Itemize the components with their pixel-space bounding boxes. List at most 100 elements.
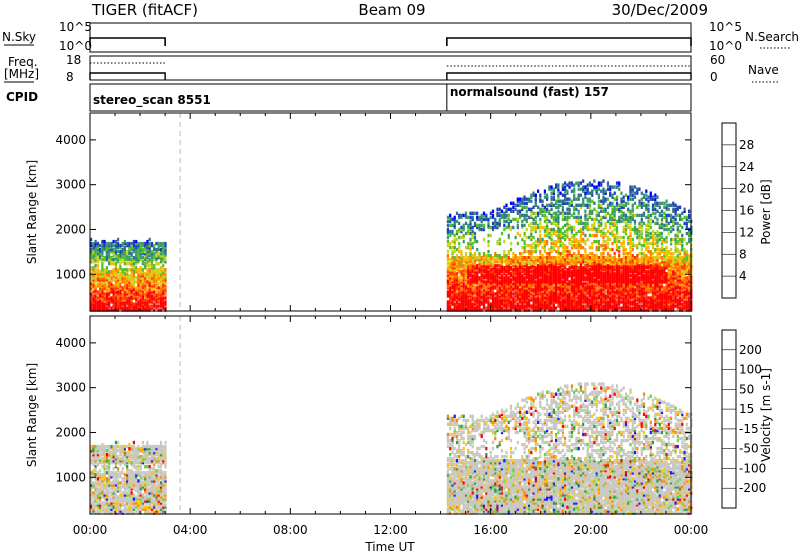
heatmap-cell: [92, 241, 95, 246]
heatmap-cell: [541, 296, 544, 300]
heatmap-cell: [519, 262, 522, 266]
heatmap-cell: [139, 254, 142, 258]
heatmap-cell: [453, 237, 456, 242]
heatmap-cell: [487, 308, 490, 312]
heatmap-cell: [651, 195, 655, 199]
heatmap-cell: [123, 280, 126, 284]
heatmap-cell: [471, 276, 474, 280]
heatmap-cell: [541, 245, 544, 250]
heatmap-cell: [654, 215, 657, 220]
heatmap-cell: [534, 280, 537, 284]
heatmap-cell: [500, 282, 504, 286]
heatmap-cell: [537, 205, 540, 209]
heatmap-cell: [532, 276, 535, 280]
heatmap-cell: [108, 294, 111, 298]
heatmap-cell: [647, 249, 650, 254]
heatmap-cell: [471, 225, 474, 230]
heatmap-cell: [663, 227, 666, 232]
heatmap-cell: [110, 278, 113, 282]
heatmap-cell: [561, 280, 564, 284]
heatmap-cell: [455, 276, 459, 280]
heatmap-cell: [103, 239, 106, 244]
heatmap-cell: [507, 217, 510, 222]
heatmap-cell: [638, 241, 641, 246]
heatmap-cell: [532, 304, 535, 308]
heatmap-cell: [460, 272, 463, 276]
heatmap-cell: [476, 306, 479, 310]
heatmap-cell: [153, 247, 156, 252]
heatmap-cell: [622, 211, 625, 215]
heatmap-cell: [112, 302, 115, 306]
heatmap-cell: [128, 243, 131, 248]
heatmap-cell: [460, 235, 463, 240]
heatmap-cell: [482, 227, 486, 232]
heatmap-cell: [473, 237, 477, 242]
heatmap-cell: [460, 229, 463, 234]
heatmap-cell: [110, 290, 113, 294]
heatmap-cell: [148, 243, 151, 248]
heatmap-cell: [126, 308, 129, 312]
heatmap-cell: [640, 247, 643, 252]
heatmap-cell: [665, 203, 668, 207]
heatmap-cell: [487, 221, 490, 226]
heatmap-cell: [509, 288, 513, 292]
heatmap-cell: [119, 262, 122, 266]
heatmap-cell: [491, 304, 495, 308]
heatmap-cell: [473, 286, 477, 290]
heatmap-cell: [543, 245, 546, 250]
heatmap-cell: [541, 254, 544, 258]
heatmap-cell: [114, 294, 117, 298]
heatmap-cell: [471, 298, 474, 302]
heatmap-cell: [541, 294, 544, 298]
heatmap-cell: [101, 306, 104, 310]
heatmap-cell: [130, 254, 133, 258]
heatmap-cell: [480, 262, 483, 266]
heatmap-cell: [155, 274, 158, 278]
heatmap-cell: [674, 304, 677, 308]
heatmap-cell: [105, 300, 108, 304]
heatmap-cell: [491, 302, 495, 306]
heatmap-cell: [139, 256, 142, 260]
heatmap-cell: [519, 276, 522, 280]
heatmap-cell: [519, 213, 522, 218]
heatmap-cell: [150, 300, 154, 304]
heatmap-cell: [467, 258, 470, 262]
heatmap-cell: [446, 262, 449, 266]
heatmap-cell: [482, 282, 486, 286]
heatmap-cell: [114, 284, 117, 288]
heatmap-cell: [157, 276, 160, 280]
heatmap-cell: [105, 294, 108, 298]
heatmap-cell: [505, 207, 508, 211]
heatmap-cell: [548, 227, 551, 232]
heatmap-cell: [458, 221, 461, 226]
heatmap-cell: [159, 276, 163, 280]
heatmap-cell: [541, 207, 544, 211]
heatmap-cell: [148, 284, 151, 288]
heatmap-cell: [135, 290, 138, 294]
heatmap-cell: [555, 211, 558, 215]
heatmap-cell: [469, 278, 472, 282]
freq-segment: [89, 72, 166, 80]
heatmap-cell: [676, 254, 679, 258]
heatmap-cell: [509, 308, 513, 312]
heatmap-cell: [532, 274, 535, 278]
heatmap-cell: [543, 264, 546, 268]
heatmap-cell: [539, 225, 542, 230]
heatmap-cell: [117, 302, 120, 306]
heatmap-cell: [90, 237, 93, 242]
heatmap-cell: [595, 239, 598, 244]
heatmap-cell: [92, 290, 95, 294]
heatmap-cell: [94, 249, 97, 254]
heatmap-cell: [110, 258, 113, 262]
heatmap-cell: [525, 205, 528, 209]
heatmap-cell: [471, 229, 474, 234]
heatmap-cell: [514, 284, 517, 288]
heatmap-cell: [453, 225, 456, 230]
heatmap-cell: [496, 213, 499, 218]
heatmap-cell: [604, 221, 607, 226]
heatmap-cell: [146, 282, 149, 286]
heatmap-cell: [471, 278, 474, 282]
heatmap-cell: [568, 215, 571, 220]
heatmap-cell: [485, 284, 488, 288]
heatmap-cell: [487, 233, 490, 238]
